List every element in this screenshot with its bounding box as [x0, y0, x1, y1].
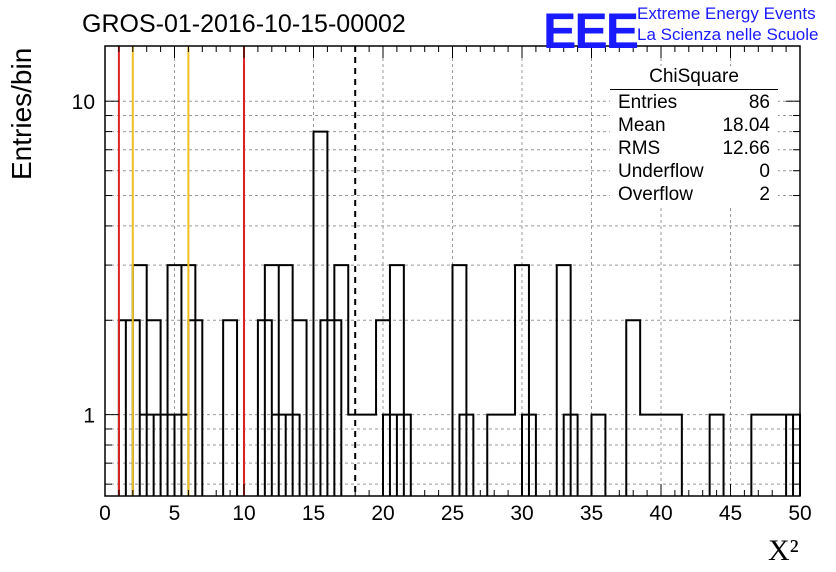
- eee-logo: EEE: [543, 3, 639, 59]
- x-tick-label: 40: [649, 502, 672, 525]
- stats-label: Mean: [618, 115, 666, 136]
- x-tick-label: 20: [371, 502, 394, 525]
- x-tick-label: 30: [510, 502, 533, 525]
- stats-row-underflow: Underflow 0: [610, 160, 778, 183]
- stats-label: Entries: [618, 92, 678, 113]
- stats-value: 0: [759, 161, 770, 182]
- chart-title: GROS-01-2016-10-15-00002: [82, 10, 406, 38]
- stats-label: Underflow: [618, 161, 704, 182]
- y-tick-label: 1: [83, 405, 95, 428]
- stats-row-overflow: Overflow 2: [610, 183, 778, 206]
- stats-value: 18.04: [722, 115, 770, 136]
- stats-value: 2: [759, 184, 770, 205]
- stats-box: ChiSquare Entries 86 Mean 18.04 RMS 12.6…: [610, 66, 778, 206]
- x-axis-label: X²: [768, 534, 799, 567]
- stats-label: RMS: [618, 138, 661, 159]
- x-tick-label: 25: [441, 502, 464, 525]
- logo-subtitle-1: Extreme Energy Events: [637, 4, 816, 23]
- y-axis-label: Entries/bin: [6, 47, 37, 180]
- y-tick-label: 10: [72, 91, 95, 114]
- stats-row-rms: RMS 12.66: [610, 137, 778, 160]
- stats-row-entries: Entries 86: [610, 91, 778, 114]
- x-tick-label: 35: [580, 502, 603, 525]
- x-tick-label: 45: [719, 502, 742, 525]
- stats-title: ChiSquare: [610, 66, 778, 90]
- stats-label: Overflow: [618, 184, 693, 205]
- x-tick-label: 50: [788, 502, 811, 525]
- histogram-outline: [117, 130, 801, 496]
- stats-row-mean: Mean 18.04: [610, 114, 778, 137]
- stats-value: 12.66: [722, 138, 770, 159]
- x-tick-label: 0: [99, 502, 111, 525]
- x-tick-label: 5: [169, 502, 181, 525]
- x-tick-label: 15: [302, 502, 325, 525]
- x-tick-label: 10: [232, 502, 255, 525]
- stats-value: 86: [748, 92, 770, 113]
- logo-subtitle-2: La Scienza nelle Scuole: [637, 25, 819, 44]
